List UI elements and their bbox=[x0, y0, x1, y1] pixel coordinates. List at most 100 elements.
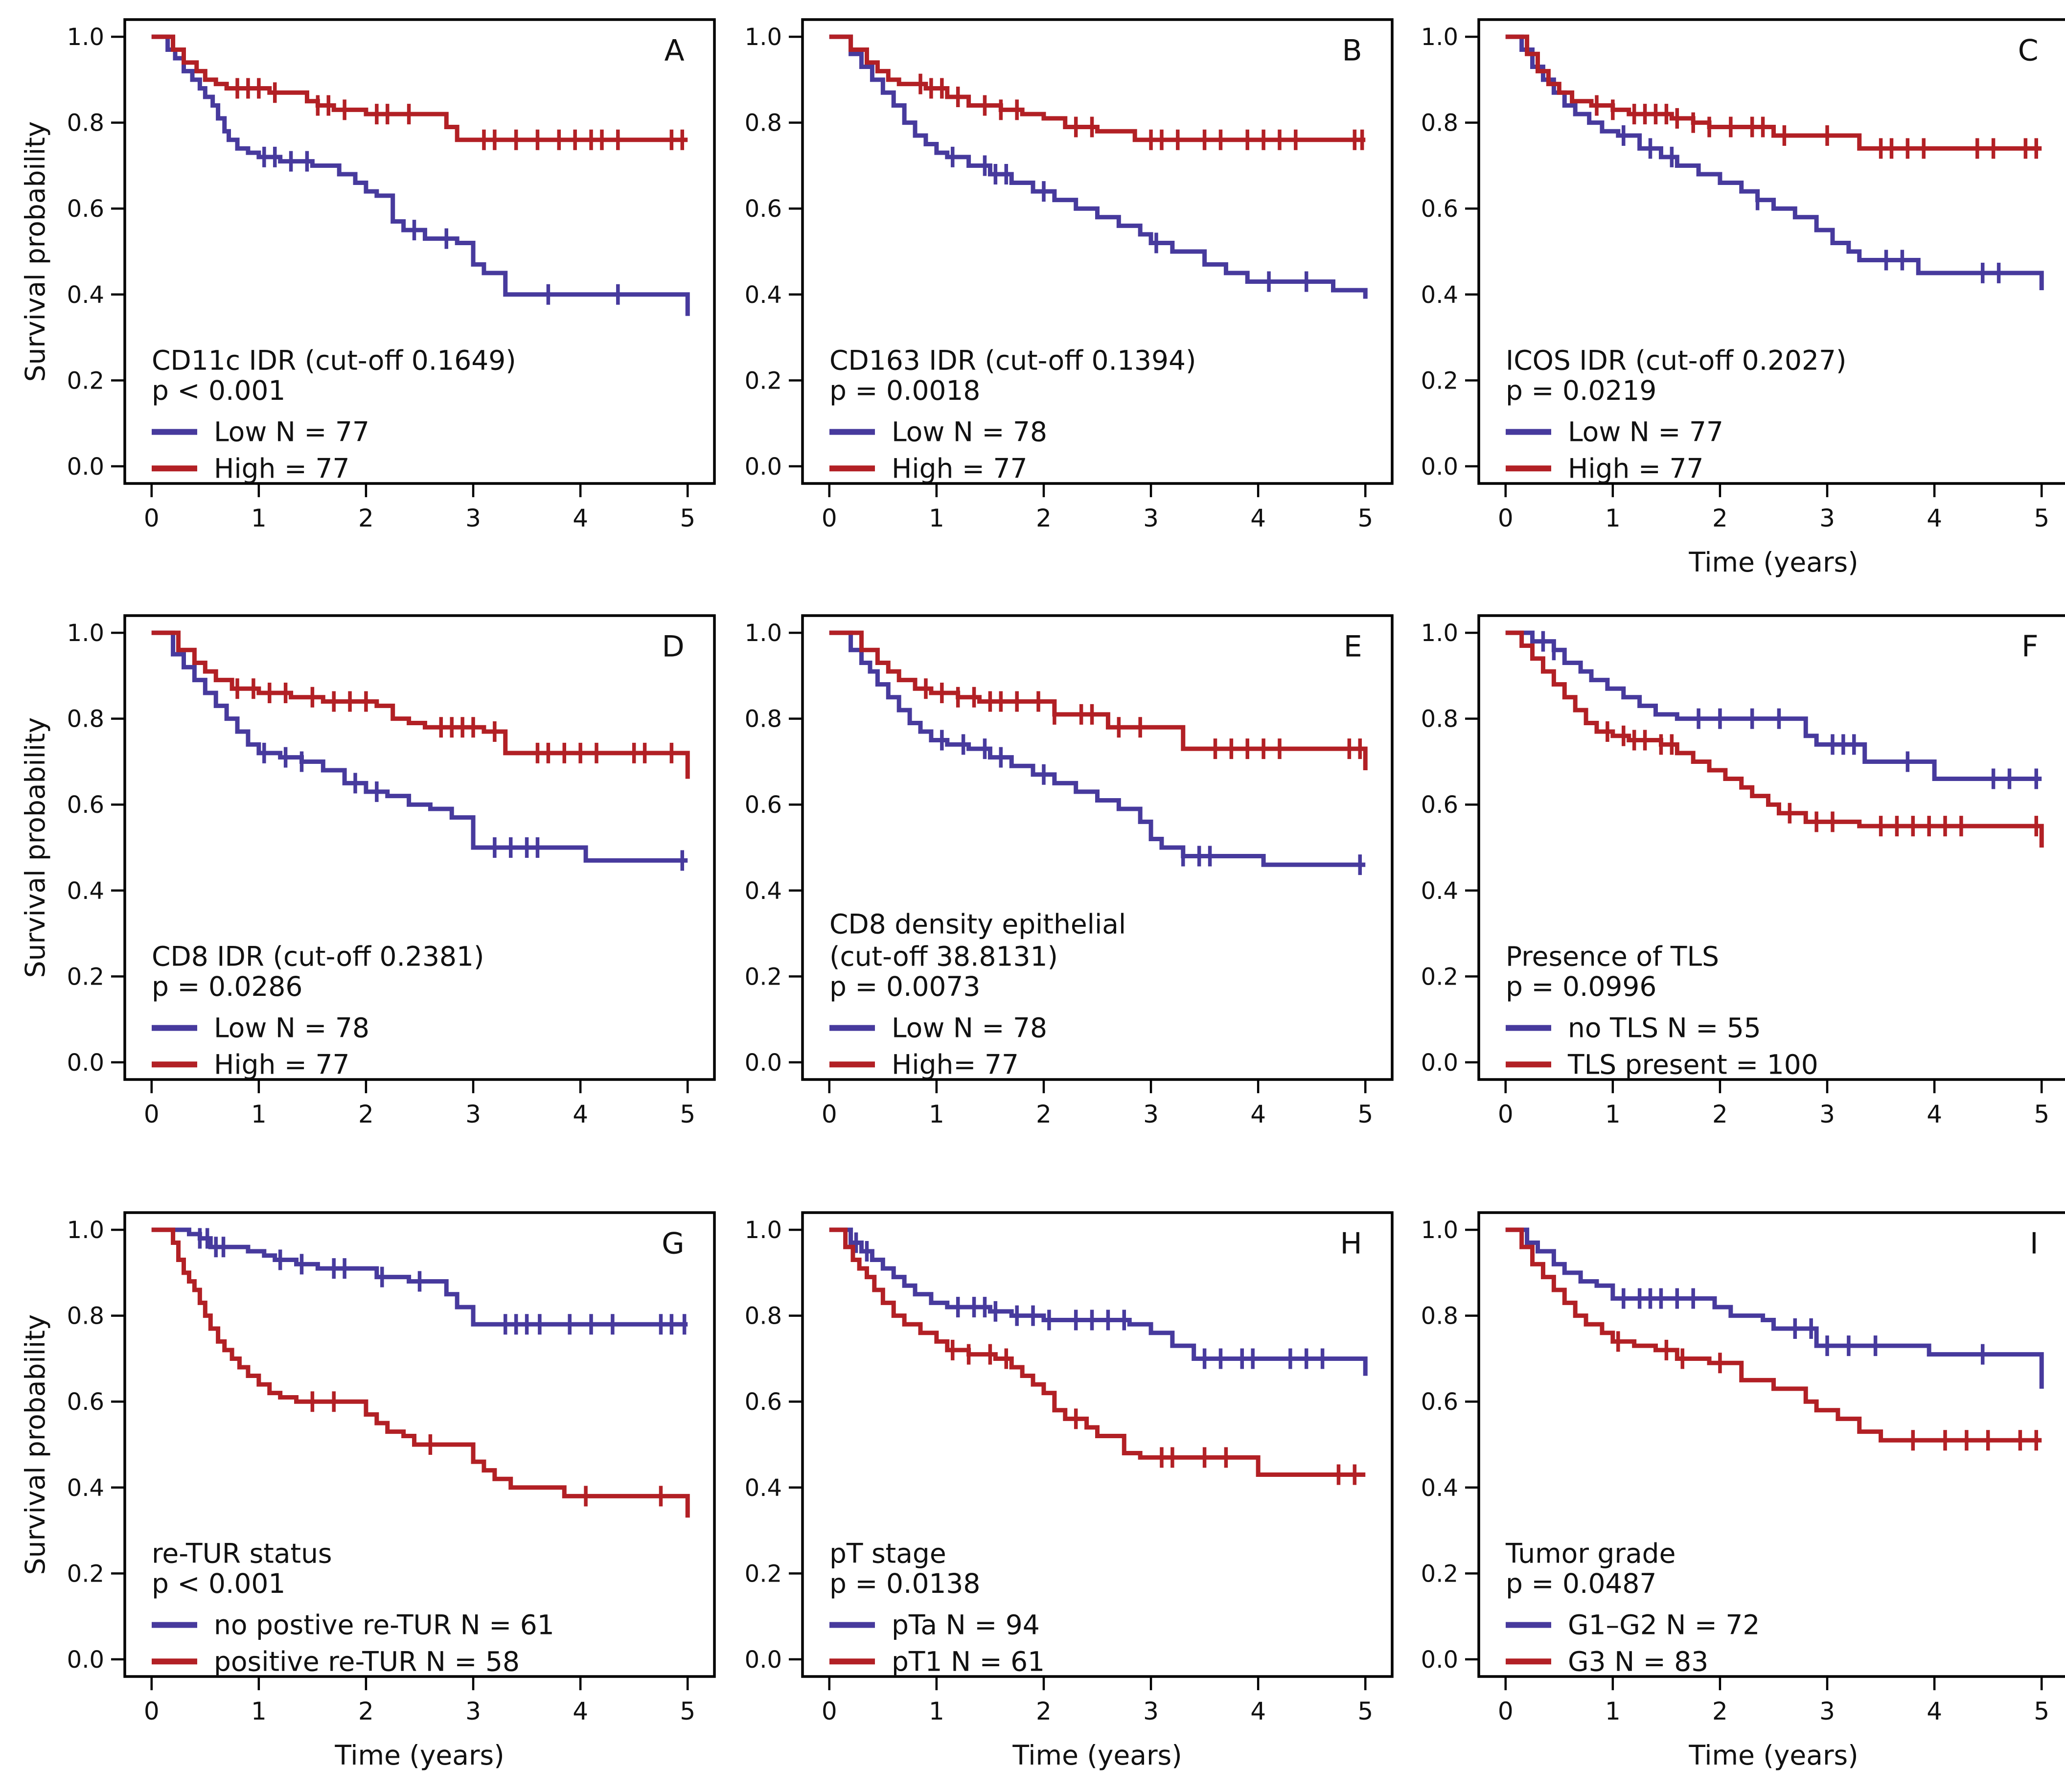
plot-box bbox=[123, 1211, 716, 1678]
y-tick-label: 0.8 bbox=[745, 1303, 782, 1330]
y-tick-label: 0.6 bbox=[1421, 1388, 1458, 1416]
plot-box bbox=[1477, 18, 2065, 485]
panel-letter: D bbox=[662, 629, 684, 664]
km-panel-A: 0.0 0.2 0.4 0.6 0.8 1.0 0 1 2 3 4 5 Survival probabi… bbox=[22, 18, 716, 532]
x-tick-label: 5 bbox=[2034, 1697, 2049, 1725]
y-tick-label: 0.8 bbox=[745, 706, 782, 733]
p-value: p < 0.001 bbox=[152, 1568, 285, 1599]
censor-marks-low bbox=[854, 1232, 1325, 1369]
panel-title: CD11c IDR (cut-off 0.1649) bbox=[152, 345, 516, 376]
x-tick-label: 0 bbox=[1498, 1697, 1514, 1725]
legend-label: High = 77 bbox=[214, 453, 349, 484]
x-tick-label: 3 bbox=[1819, 1697, 1835, 1725]
censor-marks-low bbox=[1622, 125, 2001, 283]
x-tick-label: 5 bbox=[680, 1100, 695, 1128]
p-value: p < 0.001 bbox=[152, 375, 285, 406]
legend-label: Low N = 77 bbox=[1568, 416, 1723, 448]
censor-marks-low bbox=[950, 146, 1308, 292]
survival-curve-low bbox=[829, 34, 1368, 299]
x-axis-label: Time (years) bbox=[1012, 1740, 1182, 1771]
y-tick-label: 0.2 bbox=[745, 367, 782, 394]
survival-curve-high bbox=[151, 630, 690, 779]
x-tick-label: 4 bbox=[1250, 1100, 1266, 1128]
censor-marks-low bbox=[262, 146, 620, 305]
x-tick-label: 0 bbox=[822, 504, 837, 532]
legend-label: pTa N = 94 bbox=[892, 1609, 1040, 1641]
x-tick-label: 4 bbox=[1927, 504, 1942, 532]
y-tick-label: 1.0 bbox=[745, 620, 782, 647]
x-tick-label: 5 bbox=[1357, 1697, 1373, 1725]
censor-marks-high bbox=[924, 678, 1362, 759]
y-tick-label: 0.4 bbox=[1421, 281, 1458, 309]
y-axis-label: Survival probability bbox=[22, 121, 51, 382]
y-tick-label: 0.6 bbox=[67, 1388, 104, 1416]
censor-marks-high bbox=[1595, 95, 2039, 159]
censor-marks-high bbox=[235, 78, 685, 150]
p-value: p = 0.0073 bbox=[829, 971, 980, 1002]
plot-box bbox=[801, 18, 1394, 485]
y-tick-label: 0.2 bbox=[1421, 367, 1458, 394]
y-tick-label: 1.0 bbox=[745, 1217, 782, 1244]
y-tick-label: 0.4 bbox=[67, 281, 104, 309]
y-tick-label: 0.0 bbox=[745, 453, 782, 481]
y-tick-label: 0.8 bbox=[1421, 1303, 1458, 1330]
panel-title: CD163 IDR (cut-off 0.1394) bbox=[829, 345, 1196, 376]
panel-title: Tumor grade bbox=[1505, 1538, 1675, 1569]
x-tick-label: 2 bbox=[1712, 1100, 1728, 1128]
censor-marks-high bbox=[950, 1339, 1357, 1485]
km-panel-I: 0.0 0.2 0.4 0.6 0.8 1.0 0 1 2 3 4 5 Time (years) I Tum… bbox=[1421, 1211, 2065, 1771]
legend-label: Low N = 78 bbox=[214, 1012, 369, 1044]
p-value: p = 0.0138 bbox=[829, 1568, 980, 1599]
y-tick-label: 0.6 bbox=[1421, 195, 1458, 223]
x-tick-label: 3 bbox=[1143, 1100, 1159, 1128]
km-panel-D: 0.0 0.2 0.4 0.6 0.8 1.0 0 1 2 3 4 5 Survival probabi… bbox=[22, 614, 716, 1128]
plot-box bbox=[123, 614, 716, 1081]
survival-curve-low bbox=[151, 630, 688, 863]
x-tick-label: 3 bbox=[1819, 1100, 1835, 1128]
x-tick-label: 5 bbox=[1357, 504, 1373, 532]
y-tick-label: 0.2 bbox=[745, 963, 782, 990]
x-axis-label: Time (years) bbox=[334, 1740, 504, 1771]
plot-box bbox=[123, 18, 716, 485]
x-tick-label: 2 bbox=[1036, 1100, 1052, 1128]
km-panel-B: 0.0 0.2 0.4 0.6 0.8 1.0 0 1 2 3 4 5 B CD163 IDR (cut-… bbox=[745, 18, 1394, 532]
plot-box bbox=[801, 614, 1394, 1081]
legend-label: Low N = 78 bbox=[892, 1012, 1047, 1044]
survival-curve-low bbox=[829, 630, 1366, 867]
y-tick-label: 1.0 bbox=[1421, 1217, 1458, 1244]
y-axis-label: Survival probability bbox=[22, 1314, 51, 1575]
y-tick-label: 0.2 bbox=[745, 1560, 782, 1587]
y-tick-label: 1.0 bbox=[67, 23, 104, 51]
x-tick-label: 2 bbox=[1036, 504, 1052, 532]
km-panel-F: 0.0 0.2 0.4 0.6 0.8 1.0 0 1 2 3 4 5 F Presence of TLS… bbox=[1421, 614, 2065, 1128]
p-value: p = 0.0018 bbox=[829, 375, 980, 406]
panel-title: (cut-off 38.8131) bbox=[829, 941, 1058, 972]
x-tick-label: 1 bbox=[929, 1697, 944, 1725]
y-tick-label: 1.0 bbox=[745, 23, 782, 51]
y-tick-label: 0.2 bbox=[67, 1560, 104, 1587]
y-tick-label: 1.0 bbox=[1421, 620, 1458, 647]
y-tick-label: 0.0 bbox=[67, 1646, 104, 1674]
y-tick-label: 0.8 bbox=[1421, 706, 1458, 733]
x-tick-label: 1 bbox=[251, 504, 267, 532]
y-tick-label: 0.8 bbox=[67, 706, 104, 733]
y-tick-label: 0.4 bbox=[67, 877, 104, 905]
x-tick-label: 5 bbox=[2034, 1100, 2049, 1128]
y-tick-label: 0.6 bbox=[745, 1388, 782, 1416]
y-tick-label: 0.8 bbox=[67, 110, 104, 137]
x-tick-label: 5 bbox=[680, 1697, 695, 1725]
legend-label: pT1 N = 61 bbox=[892, 1646, 1045, 1677]
x-tick-label: 2 bbox=[358, 1697, 374, 1725]
x-tick-label: 3 bbox=[1143, 504, 1159, 532]
legend-label: positive re-TUR N = 58 bbox=[214, 1646, 520, 1677]
panel-title: CD8 IDR (cut-off 0.2381) bbox=[152, 941, 484, 972]
censor-marks-high bbox=[310, 1391, 663, 1507]
x-tick-label: 4 bbox=[1250, 504, 1266, 532]
y-tick-label: 0.0 bbox=[67, 1049, 104, 1077]
x-tick-label: 0 bbox=[1498, 504, 1514, 532]
survival-curve-high bbox=[151, 34, 688, 142]
legend-label: Low N = 78 bbox=[892, 416, 1047, 448]
y-tick-label: 0.2 bbox=[1421, 1560, 1458, 1587]
km-panel-E: 0.0 0.2 0.4 0.6 0.8 1.0 0 1 2 3 4 5 E CD8 density epi… bbox=[745, 614, 1394, 1128]
